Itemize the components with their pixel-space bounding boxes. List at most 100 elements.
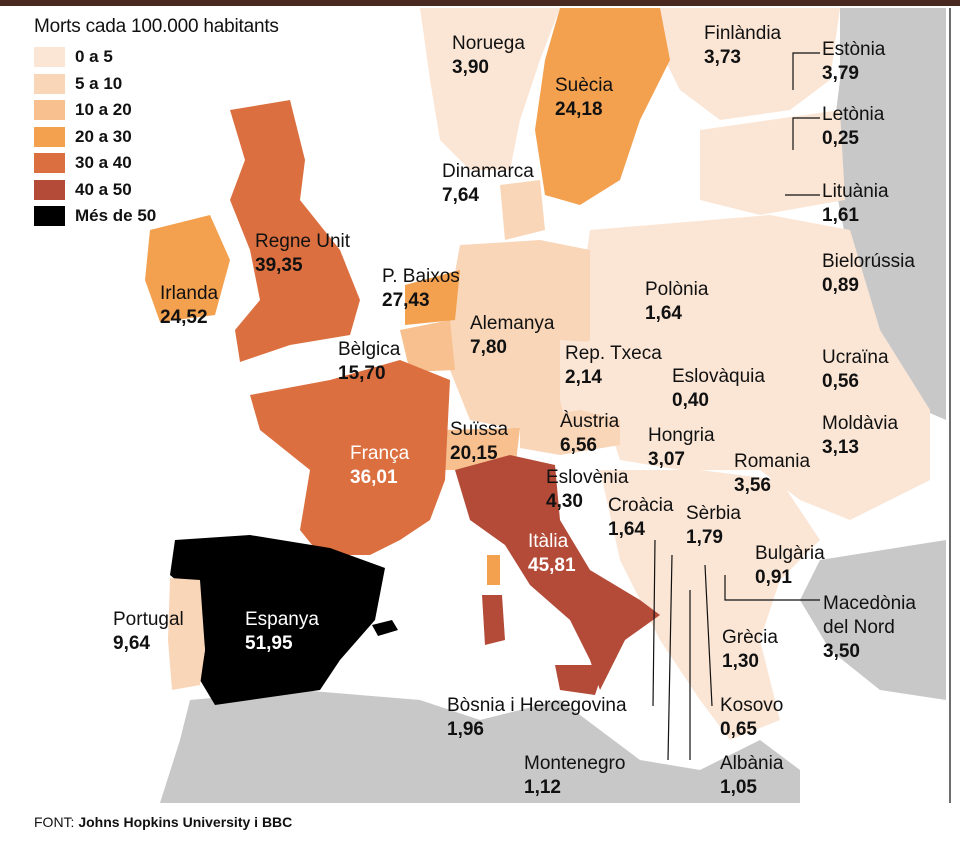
legend-swatch — [34, 73, 65, 94]
country-name: Irlanda — [160, 283, 219, 304]
legend-item: 30 a 40 — [34, 150, 279, 177]
label-romania: Romania 3,56 — [734, 450, 810, 498]
country-name: Regne Unit — [255, 231, 351, 252]
top-rule — [0, 0, 960, 6]
country-value: 0,25 — [822, 128, 859, 149]
country-name: Macedònia — [823, 593, 916, 614]
country-name: Itàlia — [528, 531, 569, 552]
legend-label: 0 a 5 — [75, 47, 113, 67]
country-name: Bulgària — [755, 543, 825, 564]
sicily-shape — [555, 665, 605, 695]
country-value: 3,79 — [822, 63, 859, 84]
label-montenegro: Montenegro 1,12 — [524, 752, 625, 800]
country-name: Bèlgica — [338, 339, 401, 360]
country-value: 51,95 — [245, 633, 293, 654]
map-frame: Morts cada 100.000 habitants 0 a 5 5 a 1… — [0, 8, 946, 803]
country-name: Kosovo — [720, 695, 784, 716]
country-name: Polònia — [645, 279, 709, 300]
country-value: 9,64 — [113, 633, 150, 654]
country-value: 2,14 — [565, 367, 602, 388]
country-value: 3,90 — [452, 57, 489, 78]
country-name: Noruega — [452, 33, 525, 54]
sweden-shape — [535, 8, 670, 205]
legend-label: Més de 50 — [75, 206, 157, 226]
label-espanya: Espanya 51,95 — [245, 608, 319, 656]
legend-label: 20 a 30 — [75, 126, 132, 146]
label-croacia: Croàcia 1,64 — [608, 494, 673, 542]
country-value: 0,89 — [822, 275, 859, 296]
legend-label: 40 a 50 — [75, 179, 132, 199]
country-name: Suïssa — [450, 419, 509, 440]
leader-lines — [652, 52, 820, 761]
label-noruega: Noruega 3,90 — [452, 32, 525, 80]
label-bosnia: Bòsnia i Hercegovina 1,96 — [447, 694, 627, 742]
uk-shape — [230, 100, 360, 362]
label-macedonia: Macedònia del Nord 3,50 — [823, 592, 916, 664]
label-regne-unit: Regne Unit 39,35 — [255, 230, 350, 278]
legend-item: 0 a 5 — [34, 44, 279, 71]
country-name: Finlàndia — [704, 23, 782, 44]
country-value: 6,56 — [560, 435, 597, 456]
legend-label: 10 a 20 — [75, 100, 132, 120]
country-value: 20,15 — [450, 443, 498, 464]
label-belgica: Bèlgica 15,70 — [338, 338, 400, 386]
portugal-shape — [168, 578, 205, 690]
country-name: Suècia — [555, 75, 614, 96]
country-value: 24,52 — [160, 307, 208, 328]
label-alemanya: Alemanya 7,80 — [470, 312, 555, 360]
country-name: Dinamarca — [442, 161, 534, 182]
country-value: 3,13 — [822, 437, 859, 458]
country-name: Lituània — [822, 181, 889, 202]
country-name: Eslovènia — [546, 467, 629, 488]
finland-shape — [660, 8, 840, 120]
country-value: 1,79 — [686, 527, 723, 548]
country-value: 3,56 — [734, 475, 771, 496]
denmark-shape — [500, 180, 545, 240]
norway-shape — [420, 8, 560, 170]
label-p-baixos: P. Baixos 27,43 — [382, 265, 460, 313]
legend-item: 40 a 50 — [34, 177, 279, 204]
country-name: Croàcia — [608, 495, 674, 516]
baltics-shape — [700, 110, 845, 215]
country-name: Sèrbia — [686, 503, 741, 524]
country-value: 1,64 — [608, 519, 645, 540]
country-name: Romania — [734, 451, 811, 472]
label-albania: Albània 1,05 — [720, 752, 783, 800]
legend-label: 30 a 40 — [75, 153, 132, 173]
country-name: Montenegro — [524, 753, 626, 774]
country-name: Àustria — [560, 411, 620, 432]
label-portugal: Portugal 9,64 — [113, 608, 184, 656]
country-value: 0,65 — [720, 719, 757, 740]
country-name: del Nord — [823, 617, 895, 638]
label-austria: Àustria 6,56 — [560, 410, 619, 458]
legend-swatch — [34, 206, 65, 227]
label-finlandia: Finlàndia 3,73 — [704, 22, 781, 70]
country-value: 0,40 — [672, 390, 709, 411]
label-eslovenia: Eslovènia 4,30 — [546, 466, 628, 514]
country-name: Hongria — [648, 425, 715, 446]
country-name: Ucraïna — [822, 347, 889, 368]
legend-label: 5 a 10 — [75, 73, 123, 93]
country-name: Alemanya — [470, 313, 555, 334]
country-value: 1,12 — [524, 777, 561, 798]
italy-shape — [455, 455, 660, 690]
legend-item: 5 a 10 — [34, 71, 279, 98]
balkans-shape — [600, 470, 820, 740]
country-name: P. Baixos — [382, 266, 460, 287]
north-africa-shape — [160, 690, 800, 803]
label-serbia: Sèrbia 1,79 — [686, 502, 741, 550]
country-name: Eslovàquia — [672, 366, 765, 387]
spain-shape — [170, 535, 385, 705]
germany-shape — [450, 240, 590, 430]
label-irlanda: Irlanda 24,52 — [160, 282, 218, 330]
label-moldavia: Moldàvia 3,13 — [822, 412, 898, 460]
country-value: 15,70 — [338, 363, 386, 384]
legend-title: Morts cada 100.000 habitants — [34, 16, 279, 37]
country-name: Letònia — [822, 104, 885, 125]
country-name: Espanya — [245, 609, 319, 630]
legend-item: 10 a 20 — [34, 97, 279, 124]
country-value: 1,30 — [722, 651, 759, 672]
legend-swatch — [34, 126, 65, 147]
austria-shape — [520, 410, 620, 455]
legend-item: Més de 50 — [34, 203, 279, 230]
